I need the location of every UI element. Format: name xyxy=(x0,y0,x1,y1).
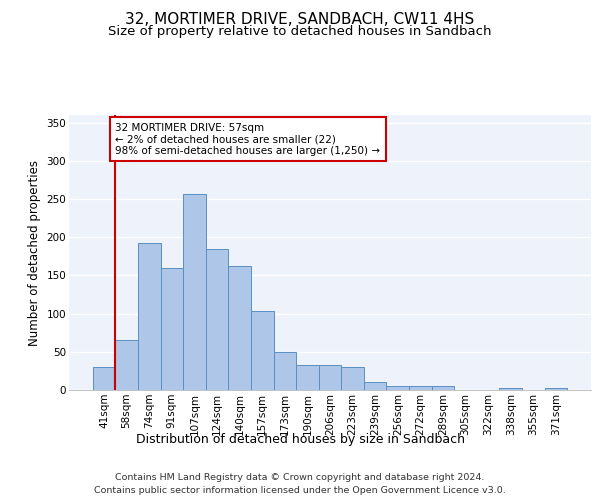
Bar xyxy=(431,386,454,390)
Text: Contains public sector information licensed under the Open Government Licence v3: Contains public sector information licen… xyxy=(94,486,506,495)
Text: Size of property relative to detached houses in Sandbach: Size of property relative to detached ho… xyxy=(108,25,492,38)
Bar xyxy=(545,388,567,390)
Bar xyxy=(274,352,296,390)
Bar xyxy=(206,250,229,390)
Bar xyxy=(364,382,386,390)
Bar xyxy=(319,365,341,390)
Bar xyxy=(161,268,183,390)
Text: Distribution of detached houses by size in Sandbach: Distribution of detached houses by size … xyxy=(136,432,464,446)
Text: Contains HM Land Registry data © Crown copyright and database right 2024.: Contains HM Land Registry data © Crown c… xyxy=(115,472,485,482)
Text: 32, MORTIMER DRIVE, SANDBACH, CW11 4HS: 32, MORTIMER DRIVE, SANDBACH, CW11 4HS xyxy=(125,12,475,28)
Bar xyxy=(341,367,364,390)
Bar xyxy=(499,388,522,390)
Y-axis label: Number of detached properties: Number of detached properties xyxy=(28,160,41,346)
Bar xyxy=(229,266,251,390)
Bar xyxy=(183,194,206,390)
Bar xyxy=(296,365,319,390)
Bar xyxy=(138,242,161,390)
Bar xyxy=(251,312,274,390)
Bar xyxy=(93,367,115,390)
Bar xyxy=(386,386,409,390)
Bar xyxy=(409,386,431,390)
Bar xyxy=(115,340,138,390)
Text: 32 MORTIMER DRIVE: 57sqm
← 2% of detached houses are smaller (22)
98% of semi-de: 32 MORTIMER DRIVE: 57sqm ← 2% of detache… xyxy=(115,122,380,156)
